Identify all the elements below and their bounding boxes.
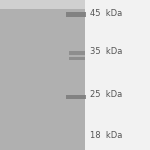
Bar: [85, 0, 150, 150]
Text: 45  kDa: 45 kDa: [90, 9, 122, 18]
Bar: [0, 0, 85, 9]
Bar: [66, 94, 86, 99]
Bar: [0, 0, 85, 150]
Bar: [66, 12, 86, 17]
Bar: [69, 57, 85, 60]
Text: 35  kDa: 35 kDa: [90, 46, 122, 56]
Bar: [69, 51, 85, 55]
Text: 25  kDa: 25 kDa: [90, 90, 122, 99]
Text: 18  kDa: 18 kDa: [90, 130, 122, 140]
